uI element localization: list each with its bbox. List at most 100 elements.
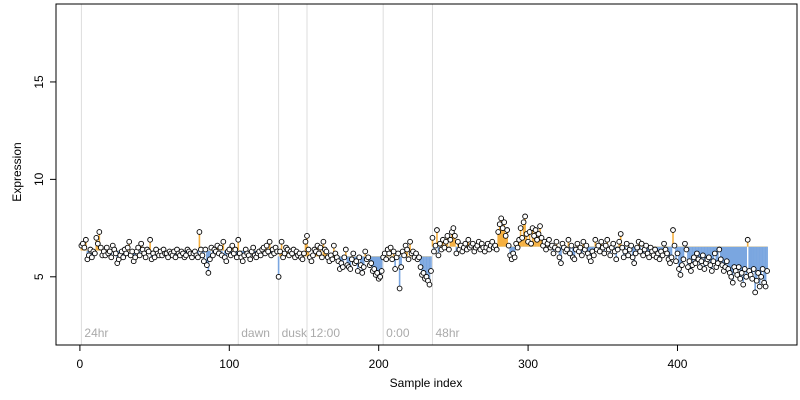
data-point [395,250,401,257]
data-point [299,256,306,263]
data-point [504,227,511,233]
data-point [452,233,458,239]
data-point [579,252,585,259]
data-point [319,254,325,261]
data-point [682,240,688,247]
data-point [96,229,103,235]
data-point [308,258,315,265]
data-point [446,246,452,253]
data-point [97,244,104,251]
data-point [320,238,327,245]
data-point [266,238,273,245]
y-tick-label: 10 [32,172,46,186]
data-point [331,242,337,249]
data-point [517,225,524,231]
data-point [126,238,133,245]
annotation-label: 0:00 [386,326,410,340]
annotation-labels: 24hr dawn dusk 12:00 0:00 48hr [84,326,459,340]
data-point [587,258,594,265]
data-point [275,273,282,280]
data-point [574,240,581,247]
data-point [646,254,652,261]
data-point [598,238,605,245]
data-point [543,246,549,253]
data-point [750,266,757,272]
data-point [659,252,666,259]
data-point [676,266,682,272]
data-point [519,234,525,241]
data-point [501,219,508,226]
data-point [416,254,422,261]
data-point [680,256,687,263]
data-point [758,273,764,280]
data-point [132,254,139,261]
data-point [83,236,89,243]
data-point [592,236,599,243]
data-point [619,244,626,251]
data-point [94,240,101,247]
data-point [677,272,684,278]
data-point [120,254,127,261]
data-point [89,254,95,261]
data-point [707,262,714,268]
data-point [538,234,545,241]
data-point [301,250,307,257]
data-point [239,258,246,265]
data-point [136,252,143,259]
data-point [106,248,113,255]
data-point [700,252,706,259]
data-point [257,252,264,259]
data-point [683,246,690,253]
data-point [165,254,171,261]
data-point [697,264,703,270]
data-point [362,248,369,255]
data-point [342,246,349,253]
data-point [407,238,413,245]
data-point [710,258,717,265]
data-point [142,254,149,261]
data-point [93,234,100,241]
data-point [247,256,254,263]
data-point [387,244,394,251]
data-point [685,264,691,270]
data-point [210,252,216,259]
data-point [728,273,735,280]
data-point [555,246,561,253]
data-point [302,238,309,245]
data-point [145,248,152,255]
data-point [444,233,451,239]
data-point [91,250,98,257]
x-axis: 0 100 200 300 400 [77,344,688,371]
data-point [196,229,203,235]
data-point [207,256,213,263]
data-point [735,264,742,270]
data-point [429,234,436,241]
data-point [420,270,427,276]
y-axis: 5 10 15 [32,75,57,280]
data-point [392,266,398,272]
data-point [556,254,563,261]
data-point [514,244,521,251]
data-point [124,244,131,251]
data-point [389,256,395,263]
data-point [532,227,539,233]
data-point [462,240,469,247]
data-point [613,256,620,263]
data-point [226,246,233,253]
data-point [495,229,502,235]
annotation-label: dawn [241,326,270,340]
data-point [347,266,354,272]
data-point [706,254,712,261]
data-point [202,246,209,253]
data-point [526,229,533,235]
data-point [640,252,646,259]
data-point [671,242,678,249]
data-point [638,240,645,247]
data-point [723,258,730,265]
data-point [377,273,384,280]
data-point [741,266,748,272]
data-point [679,262,685,268]
data-point [390,248,397,255]
data-point [496,221,503,228]
data-point [205,270,212,276]
